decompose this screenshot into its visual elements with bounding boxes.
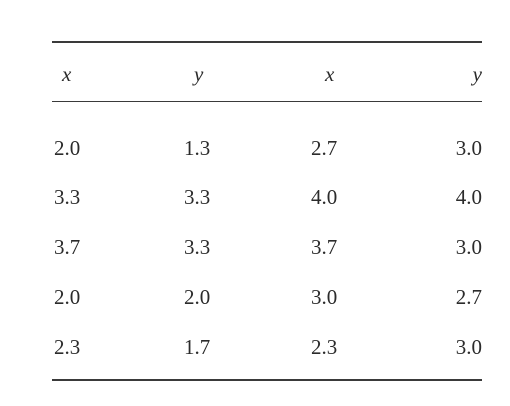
table-cell: 3.0 (311, 285, 338, 309)
bottom-rule (52, 379, 482, 381)
header-cell: x (62, 62, 72, 86)
table-cell: 2.0 (54, 136, 81, 160)
table-cell: 2.3 (54, 335, 81, 359)
table-cell: 2.7 (311, 136, 338, 160)
table-cell: 2.3 (311, 335, 338, 359)
table-cell: 1.7 (184, 335, 211, 359)
table-cell: 3.0 (455, 335, 482, 359)
table-cell: 3.3 (54, 185, 81, 209)
table-cell: 2.0 (184, 285, 211, 309)
header-cell: y (472, 62, 482, 86)
table-cell: 1.3 (184, 136, 211, 160)
table-cell: 2.0 (54, 285, 81, 309)
table-cell: 3.0 (455, 136, 482, 160)
table-cell: 3.7 (311, 235, 338, 259)
header-rule (52, 101, 482, 102)
top-rule (52, 41, 482, 43)
table-cell: 3.3 (184, 185, 211, 209)
table-cell: 4.0 (455, 185, 482, 209)
table-cell: 3.3 (184, 235, 211, 259)
table-cell: 4.0 (311, 185, 338, 209)
header-cell: x (325, 62, 335, 86)
table-cell: 3.7 (54, 235, 81, 259)
table-cell: 2.7 (455, 285, 482, 309)
header-cell: y (194, 62, 204, 86)
table-cell: 3.0 (455, 235, 482, 259)
